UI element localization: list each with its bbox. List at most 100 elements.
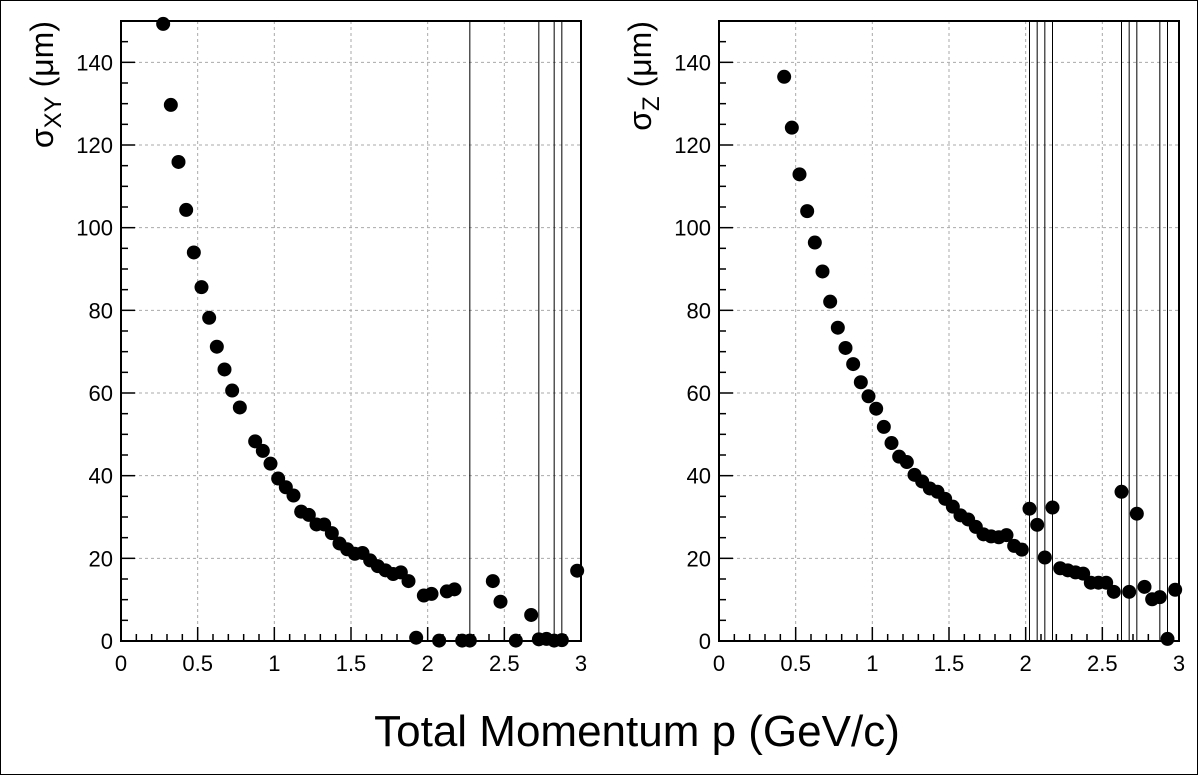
y-tick-label: 80 bbox=[687, 298, 711, 323]
y-tick-label: 60 bbox=[89, 381, 113, 406]
data-point bbox=[1152, 590, 1167, 605]
data-point bbox=[225, 383, 240, 398]
x-axis-label: Total Momentum p (GeV/c) bbox=[374, 707, 900, 756]
data-point bbox=[508, 633, 523, 648]
data-point bbox=[899, 455, 914, 470]
x-tick-label: 3 bbox=[1173, 651, 1185, 676]
y-tick-label: 140 bbox=[674, 50, 711, 75]
data-point bbox=[209, 339, 224, 354]
data-point bbox=[156, 16, 171, 31]
data-point bbox=[432, 633, 447, 648]
y-tick-label: 0 bbox=[699, 629, 711, 654]
data-point bbox=[1129, 506, 1144, 521]
data-point bbox=[1037, 550, 1052, 565]
data-point bbox=[1137, 579, 1152, 594]
data-point bbox=[838, 340, 853, 355]
x-tick-label: 2 bbox=[1020, 651, 1032, 676]
data-point bbox=[869, 401, 884, 416]
data-point bbox=[777, 69, 792, 84]
data-point bbox=[1114, 484, 1129, 499]
data-point bbox=[409, 630, 424, 645]
y-axis-label-symbol: σ bbox=[24, 128, 60, 148]
y-tick-label: 60 bbox=[687, 381, 711, 406]
data-point bbox=[301, 507, 316, 522]
data-point bbox=[807, 235, 822, 250]
x-tick-label: 0.5 bbox=[182, 651, 213, 676]
data-point bbox=[202, 310, 217, 325]
data-point bbox=[884, 436, 899, 451]
data-point bbox=[815, 264, 830, 279]
y-axis-label: σZ (μm) bbox=[622, 21, 665, 131]
data-point bbox=[800, 204, 815, 219]
y-tick-label: 40 bbox=[89, 464, 113, 489]
data-point bbox=[1045, 500, 1060, 515]
y-tick-label: 20 bbox=[89, 546, 113, 571]
y-axis-label-subscript: Z bbox=[638, 96, 665, 111]
y-axis-label-subscript: XY bbox=[40, 96, 67, 128]
data-point bbox=[324, 526, 339, 541]
data-point bbox=[524, 607, 539, 622]
x-tick-label: 0.5 bbox=[780, 651, 811, 676]
data-point bbox=[194, 280, 209, 295]
data-point bbox=[554, 633, 569, 648]
x-tick-label: 2.5 bbox=[489, 651, 520, 676]
x-tick-label: 2 bbox=[422, 651, 434, 676]
data-point bbox=[1122, 584, 1137, 599]
data-point bbox=[232, 400, 247, 415]
data-point bbox=[1022, 501, 1037, 516]
x-tick-label: 0 bbox=[713, 651, 725, 676]
data-point bbox=[570, 563, 585, 578]
data-point bbox=[999, 528, 1014, 543]
y-axis-label-symbol: σ bbox=[622, 111, 658, 131]
x-tick-label: 2.5 bbox=[1087, 651, 1118, 676]
y-tick-label: 80 bbox=[89, 298, 113, 323]
data-point bbox=[830, 320, 845, 335]
y-tick-label: 100 bbox=[674, 216, 711, 241]
x-tick-label: 1.5 bbox=[336, 651, 367, 676]
sigma-xy-panel: 0 0.5 1 1.5 2 2.5 3 0 20 40 60 80 100 120 140 σXY (μm) bbox=[24, 16, 587, 676]
data-point bbox=[424, 586, 439, 601]
data-point bbox=[163, 97, 178, 112]
data-point bbox=[846, 357, 861, 372]
data-point bbox=[792, 167, 807, 182]
y-tick-label: 140 bbox=[76, 50, 113, 75]
data-point bbox=[784, 120, 799, 135]
y-tick-label: 0 bbox=[101, 629, 113, 654]
y-axis-label-unit: (μm) bbox=[24, 21, 60, 96]
sigma-z-panel: 0 0.5 1 1.5 2 2.5 3 0 20 40 60 80 100 120 140 σZ (μm) bbox=[622, 20, 1185, 676]
data-point bbox=[861, 389, 876, 404]
data-point bbox=[447, 582, 462, 597]
data-point bbox=[493, 594, 508, 609]
x-tick-label: 1.5 bbox=[934, 651, 965, 676]
y-tick-label: 100 bbox=[76, 216, 113, 241]
x-tick-label: 1 bbox=[268, 651, 280, 676]
data-point bbox=[263, 456, 278, 471]
data-point bbox=[171, 154, 186, 169]
x-tick-label: 3 bbox=[575, 651, 587, 676]
x-tick-label: 1 bbox=[866, 651, 878, 676]
data-point bbox=[1014, 542, 1029, 557]
y-tick-label: 120 bbox=[76, 133, 113, 158]
y-tick-label: 120 bbox=[674, 133, 711, 158]
data-point bbox=[1030, 517, 1045, 532]
data-point bbox=[462, 633, 477, 648]
data-point bbox=[401, 574, 416, 589]
y-axis-label: σXY (μm) bbox=[24, 21, 67, 148]
data-point bbox=[853, 375, 868, 390]
data-point bbox=[255, 443, 270, 458]
data-point bbox=[179, 202, 194, 217]
data-point bbox=[286, 488, 301, 503]
data-point bbox=[876, 419, 891, 434]
data-point bbox=[1106, 584, 1121, 599]
data-point bbox=[485, 574, 500, 589]
data-point bbox=[186, 245, 201, 260]
data-point bbox=[823, 294, 838, 309]
y-tick-label: 40 bbox=[687, 464, 711, 489]
data-point bbox=[217, 362, 232, 377]
y-axis-label-unit: (μm) bbox=[622, 21, 658, 96]
x-tick-label: 0 bbox=[115, 651, 127, 676]
data-point bbox=[1168, 582, 1183, 597]
data-point bbox=[248, 434, 263, 449]
